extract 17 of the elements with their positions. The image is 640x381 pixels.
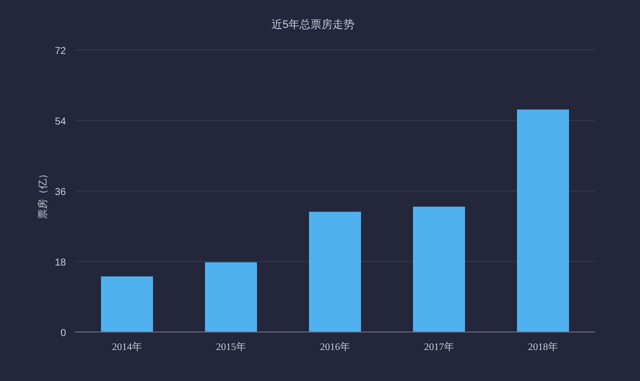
bar: [413, 206, 465, 332]
y-tick-label: 18: [54, 258, 66, 268]
bar: [101, 276, 153, 332]
chart-title: 近5年总票房走势: [271, 18, 355, 31]
y-tick-label: 72: [54, 46, 66, 57]
y-tick-label: 54: [54, 116, 66, 128]
x-tick-label: 2014年: [112, 341, 142, 353]
y-tick-label: 0: [60, 328, 66, 339]
y-tick-label: 36: [54, 187, 66, 198]
bar: [205, 262, 257, 332]
y-axis-title: 票房（亿）: [37, 169, 49, 219]
x-tick-label: 2015年: [216, 341, 246, 353]
x-tick-label: 2018年: [528, 341, 558, 353]
x-tick-label: 2016年: [320, 341, 350, 353]
x-tick-label: 2017年: [424, 341, 454, 353]
bar: [309, 212, 361, 332]
bar: [517, 110, 569, 332]
